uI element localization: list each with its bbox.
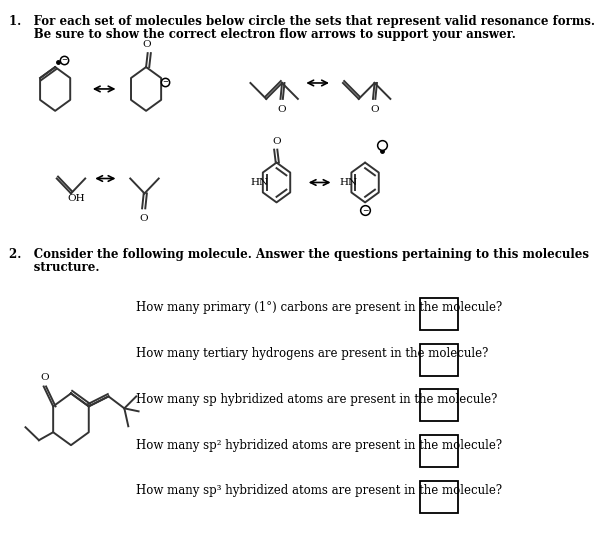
Text: O: O: [139, 214, 148, 223]
Text: HN: HN: [339, 178, 357, 187]
Bar: [421, 389, 458, 421]
Text: O: O: [370, 105, 379, 114]
Text: O: O: [278, 105, 287, 114]
Bar: [421, 298, 458, 330]
Text: HN: HN: [250, 178, 268, 187]
Text: Be sure to show the correct electron flow arrows to support your answer.: Be sure to show the correct electron flo…: [9, 28, 516, 41]
Text: −: −: [162, 79, 168, 85]
Bar: [421, 481, 458, 513]
Text: O: O: [142, 40, 151, 49]
Text: structure.: structure.: [9, 261, 100, 274]
Text: How many sp² hybridized atoms are present in the molecule?: How many sp² hybridized atoms are presen…: [136, 439, 502, 451]
Text: O: O: [40, 373, 48, 382]
Text: −: −: [61, 57, 67, 63]
Text: −: −: [362, 206, 368, 215]
Text: How many sp³ hybridized atoms are present in the molecule?: How many sp³ hybridized atoms are presen…: [136, 484, 502, 497]
Bar: [421, 344, 458, 376]
Text: How many tertiary hydrogens are present in the molecule?: How many tertiary hydrogens are present …: [136, 347, 488, 360]
Text: How many sp hybridized atoms are present in the molecule?: How many sp hybridized atoms are present…: [136, 393, 497, 406]
Bar: [421, 435, 458, 467]
Text: OH: OH: [68, 194, 85, 203]
Text: How many primary (1°) carbons are present in the molecule?: How many primary (1°) carbons are presen…: [136, 301, 502, 314]
Text: 1.   For each set of molecules below circle the sets that represent valid resona: 1. For each set of molecules below circl…: [9, 15, 595, 28]
Text: O: O: [272, 137, 281, 146]
Text: 2.   Consider the following molecule. Answer the questions pertaining to this mo: 2. Consider the following molecule. Answ…: [9, 248, 589, 261]
